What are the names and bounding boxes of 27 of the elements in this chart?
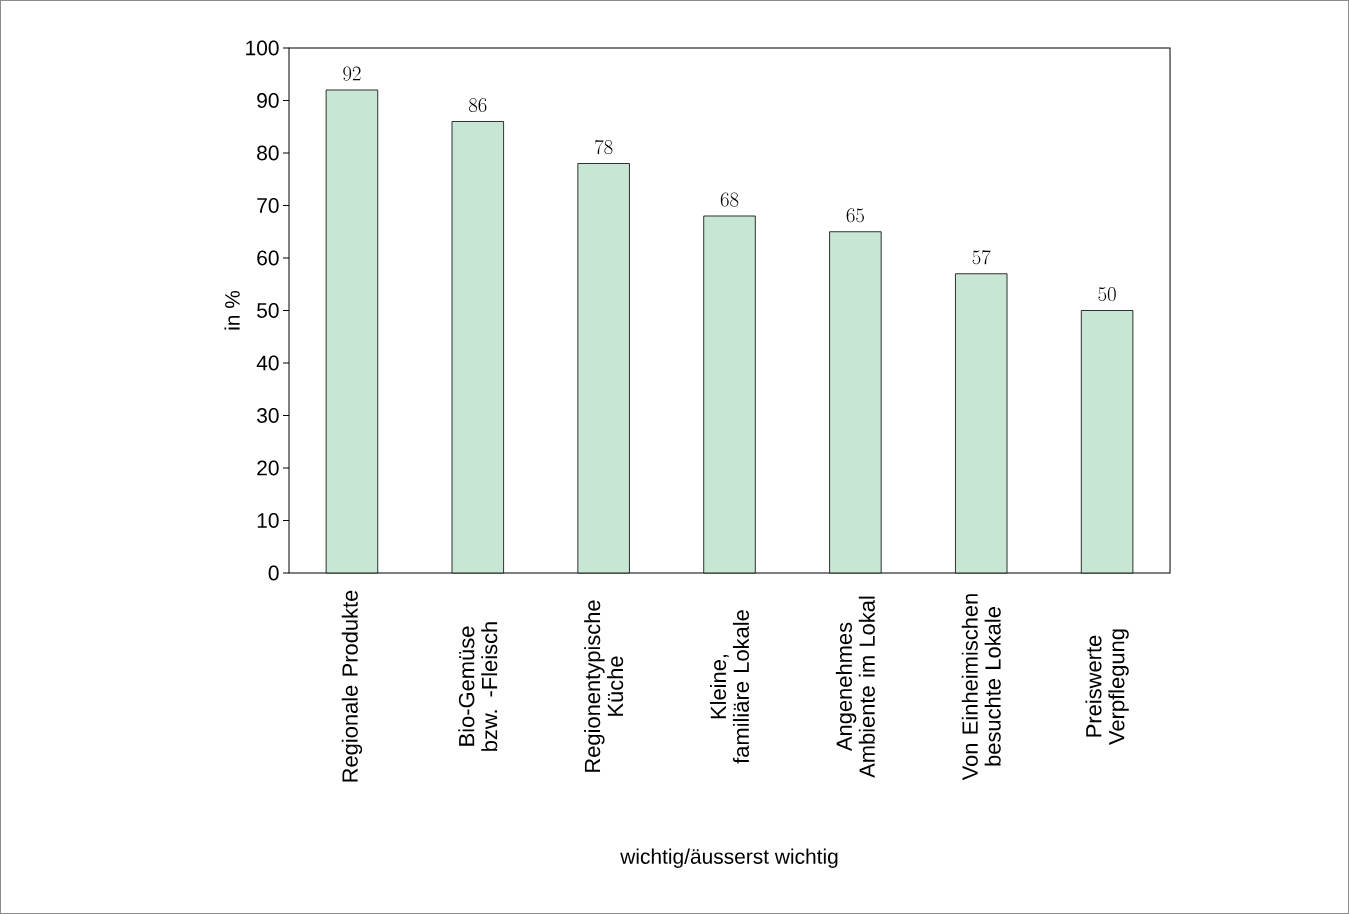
y-tick-label: 40	[256, 355, 279, 371]
x-tick-label: Regionale Produkte	[341, 590, 363, 782]
y-tick-label: 0	[268, 565, 279, 581]
x-tick-label: Von Einheimischen besuchte Lokale	[961, 594, 1001, 781]
x-tick-label: Regionentypische Küche	[584, 600, 624, 772]
x-tick-label: Kleine, familiäre Lokale	[710, 610, 750, 764]
data-label: 78	[595, 139, 613, 155]
data-label: 57	[972, 250, 991, 265]
x-tick-label: Preiswerte Verpflegung	[1085, 629, 1129, 745]
x-axis-title: wichtig/äusserst wichtig	[620, 848, 838, 869]
y-tick-label: 60	[257, 250, 279, 266]
y-tick-label: 30	[257, 408, 279, 423]
y-axis-title: in %	[224, 290, 240, 330]
y-tick-label: 20	[257, 460, 279, 476]
data-label: 86	[469, 98, 487, 113]
y-tick-label: 90	[257, 93, 279, 108]
y-tick-label: 10	[257, 513, 279, 528]
y-tick-label: 70	[257, 198, 279, 213]
data-label: 50	[1098, 287, 1116, 302]
y-tick-label: 100	[246, 40, 279, 56]
y-tick-label: 50	[257, 303, 279, 318]
data-label: 68	[720, 192, 739, 207]
x-tick-label: Bio-Gemüse bzw. -Fleisch	[458, 622, 498, 751]
y-tick-label: 80	[257, 145, 279, 161]
data-label: 65	[846, 208, 864, 223]
data-label: 92	[343, 66, 361, 81]
x-tick-label: Angenehmes Ambiente im Lokal	[835, 596, 875, 778]
